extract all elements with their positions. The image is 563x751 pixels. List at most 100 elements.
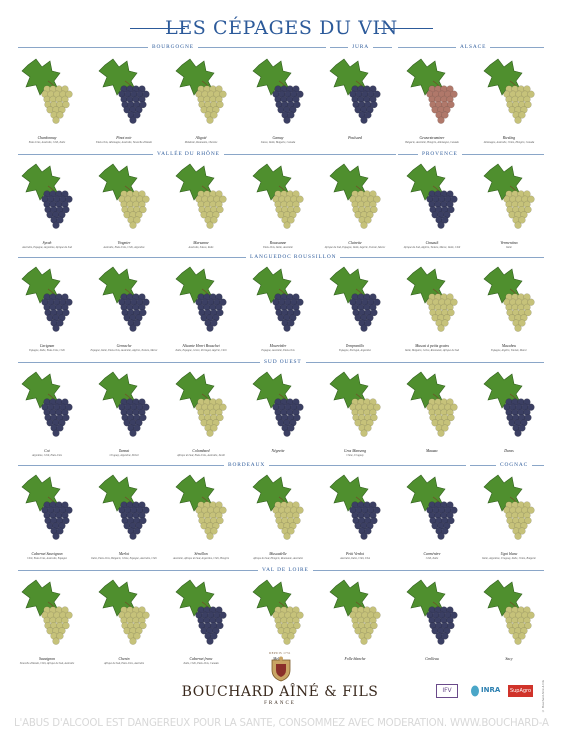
crest-label: DEPUIS 1731 bbox=[269, 651, 291, 655]
grape-name: Colombard bbox=[192, 449, 210, 453]
grape-card: Poulsard bbox=[320, 55, 390, 155]
grape-name: Ugni blanc bbox=[500, 552, 518, 556]
grape-name: Gamay bbox=[272, 136, 284, 140]
grape-name: Sacy bbox=[505, 657, 513, 661]
grape-card: Tempranillo Espagne, Portugal, Argentine bbox=[320, 263, 390, 363]
grape-cluster-icon bbox=[21, 474, 73, 540]
grape-card: Ugni blanc Italie, Argentine, Uruguay, It… bbox=[474, 471, 544, 571]
grape-name: Sémillon bbox=[194, 552, 208, 556]
grape-card: Gros Manseng Chine, Uruguay bbox=[320, 368, 390, 468]
grape-origin: Italie, Espagne, Grèce, Portugal, Algéri… bbox=[175, 349, 227, 352]
grape-card: Clairette Afrique du Sud, Espagne, Italie… bbox=[320, 160, 390, 260]
grape-name: Carignan bbox=[39, 344, 55, 348]
grape-name: Négrette bbox=[271, 449, 285, 453]
inra-logo: INRA bbox=[470, 683, 502, 699]
region-alsace: ALSACE bbox=[398, 43, 544, 51]
grape-cluster-icon bbox=[98, 474, 150, 540]
grape-cluster-icon bbox=[175, 163, 227, 229]
grape-name: Petit Verdot bbox=[346, 552, 364, 556]
grape-name: Grolleau bbox=[425, 657, 439, 661]
grape-card: Cabernet franc Italie, Chili, Etats-Unis,… bbox=[166, 576, 236, 676]
grape-cluster-icon bbox=[406, 474, 458, 540]
grape-cluster-icon bbox=[329, 163, 381, 229]
region-provence: PROVENCE bbox=[398, 150, 544, 158]
grape-cluster-icon bbox=[175, 371, 227, 437]
grape-origin: Etats-Unis, Australie, Chili, Italie bbox=[28, 141, 66, 144]
grape-card: Viognier Australie, Etats-Unis, Chili, Ar… bbox=[89, 160, 159, 260]
grape-card: Cinsault Afrique du Sud, Algérie, Tunisie… bbox=[397, 160, 467, 260]
grape-origin: Afrique du Sud, Etats-Unis, Australie, I… bbox=[177, 454, 225, 457]
grape-cluster-icon bbox=[21, 58, 73, 124]
grape-card: Gamay Suisse, Italie, Bulgarie, Canada bbox=[243, 55, 313, 155]
grape-origin: Argentine, Chili, Etats-Unis bbox=[31, 454, 63, 457]
grape-card: Colombard Afrique du Sud, Etats-Unis, Aus… bbox=[166, 368, 236, 468]
grape-cluster-icon bbox=[406, 266, 458, 332]
grape-card: Roussanne Etats-Unis, Italie, Australie bbox=[243, 160, 313, 260]
grape-card: Petit Verdot Australie, Italie, Chili, US… bbox=[320, 471, 390, 571]
grape-card: Vermentino Italie bbox=[474, 160, 544, 260]
grape-name: Melon bbox=[273, 657, 283, 661]
grape-name: Alicante Henri Bouschet bbox=[182, 344, 220, 348]
grape-card: Mauzac bbox=[397, 368, 467, 468]
grape-origin: Uruguay, Argentine, Brésil bbox=[109, 454, 139, 457]
grape-cluster-icon bbox=[21, 371, 73, 437]
grape-cluster-icon bbox=[483, 163, 535, 229]
grape-card: Pinot noir Etats-Unis, Allemagne, Austral… bbox=[89, 55, 159, 155]
grape-cluster-icon bbox=[329, 579, 381, 645]
grape-name: Cinsault bbox=[425, 241, 439, 245]
grape-name: Tempranillo bbox=[345, 344, 365, 348]
grape-card: Mourvèdre Espagne, Australie, Etats-Unis bbox=[243, 263, 313, 363]
grape-name: Cabernet franc bbox=[189, 657, 213, 661]
grape-cluster-icon bbox=[175, 58, 227, 124]
grape-name: Mauzac bbox=[425, 449, 439, 453]
ifv-logo: IFV bbox=[436, 684, 458, 698]
grape-origin: Bulgarie, Australie, Hongrie, Allemagne,… bbox=[405, 141, 459, 144]
grape-origin: Afrique du Sud, Etats-Unis, Australie bbox=[103, 662, 145, 665]
grape-card: Merlot Italie, Etats-Unis, Bulgarie, Chin… bbox=[89, 471, 159, 571]
grape-origin: Afrique du Sud, Algérie, Tunisie, Maroc,… bbox=[403, 246, 461, 249]
grape-card: Duras bbox=[474, 368, 544, 468]
grape-cluster-icon bbox=[483, 579, 535, 645]
grape-name: Muscadelle bbox=[269, 552, 287, 556]
grape-cluster-icon bbox=[329, 58, 381, 124]
grape-card: Chardonnay Etats-Unis, Australie, Chili, … bbox=[12, 55, 82, 155]
region-vallee-du-rhone: VALLÉE DU RHÔNE bbox=[18, 150, 396, 158]
grape-origin: Australie, Suisse, Italie bbox=[188, 246, 214, 249]
grape-origin: Nouvelle-Zélande, Chili, Afrique du Sud,… bbox=[19, 662, 75, 665]
grape-cluster-icon bbox=[329, 371, 381, 437]
grape-name: Cabernet Sauvignon bbox=[31, 552, 63, 556]
grape-name: Cot bbox=[44, 449, 50, 453]
grape-cluster-icon bbox=[252, 266, 304, 332]
crest-icon bbox=[271, 656, 291, 682]
grape-card: Syrah Australie, Espagne, Argentine, Afri… bbox=[12, 160, 82, 260]
supagro-logo: SupAgro bbox=[508, 685, 533, 697]
grape-card: Sacy bbox=[474, 576, 544, 676]
grape-cluster-icon bbox=[98, 266, 150, 332]
grape-name: Duras bbox=[504, 449, 514, 453]
grape-cluster-icon bbox=[98, 58, 150, 124]
region-val-de-loire: VAL DE LOIRE bbox=[18, 566, 544, 574]
grape-name: Gewurztraminer bbox=[419, 136, 445, 140]
title-rule-left bbox=[130, 28, 185, 29]
grape-card: Marsanne Australie, Suisse, Italie bbox=[166, 160, 236, 260]
grape-cluster-icon bbox=[98, 163, 150, 229]
grape-cluster-icon bbox=[329, 474, 381, 540]
grape-origin: Afrique du Sud, Hongrie, Roumanie, Austr… bbox=[253, 557, 303, 560]
grape-name: Riesling bbox=[502, 136, 516, 140]
grape-name: Pinot noir bbox=[116, 136, 132, 140]
grape-name: Syrah bbox=[42, 241, 52, 245]
grape-cluster-icon bbox=[21, 266, 73, 332]
health-warning: L'ABUS D'ALCOOL EST DANGEREUX POUR LA SA… bbox=[14, 718, 549, 729]
grape-card: Gewurztraminer Bulgarie, Australie, Hongr… bbox=[397, 55, 467, 155]
grape-name: Muscat à petits grains bbox=[415, 344, 449, 348]
grape-cluster-icon bbox=[406, 371, 458, 437]
grape-cluster-icon bbox=[406, 58, 458, 124]
grape-origin: Etats-Unis, Allemagne, Australie, Nouvel… bbox=[96, 141, 152, 144]
grape-origin: Australie, Italie, Chili, USA bbox=[340, 557, 370, 560]
grape-origin: Italie, Bulgarie, Grèce, Roumanie, Afriq… bbox=[405, 349, 459, 352]
grape-origin: Espagne, Algérie, Tunisie, Maroc bbox=[491, 349, 527, 352]
grape-origin: Etats-Unis, Italie, Australie bbox=[263, 246, 293, 249]
grape-card: Muscat à petits grains Italie, Bulgarie, … bbox=[397, 263, 467, 363]
grape-cluster-icon bbox=[252, 579, 304, 645]
